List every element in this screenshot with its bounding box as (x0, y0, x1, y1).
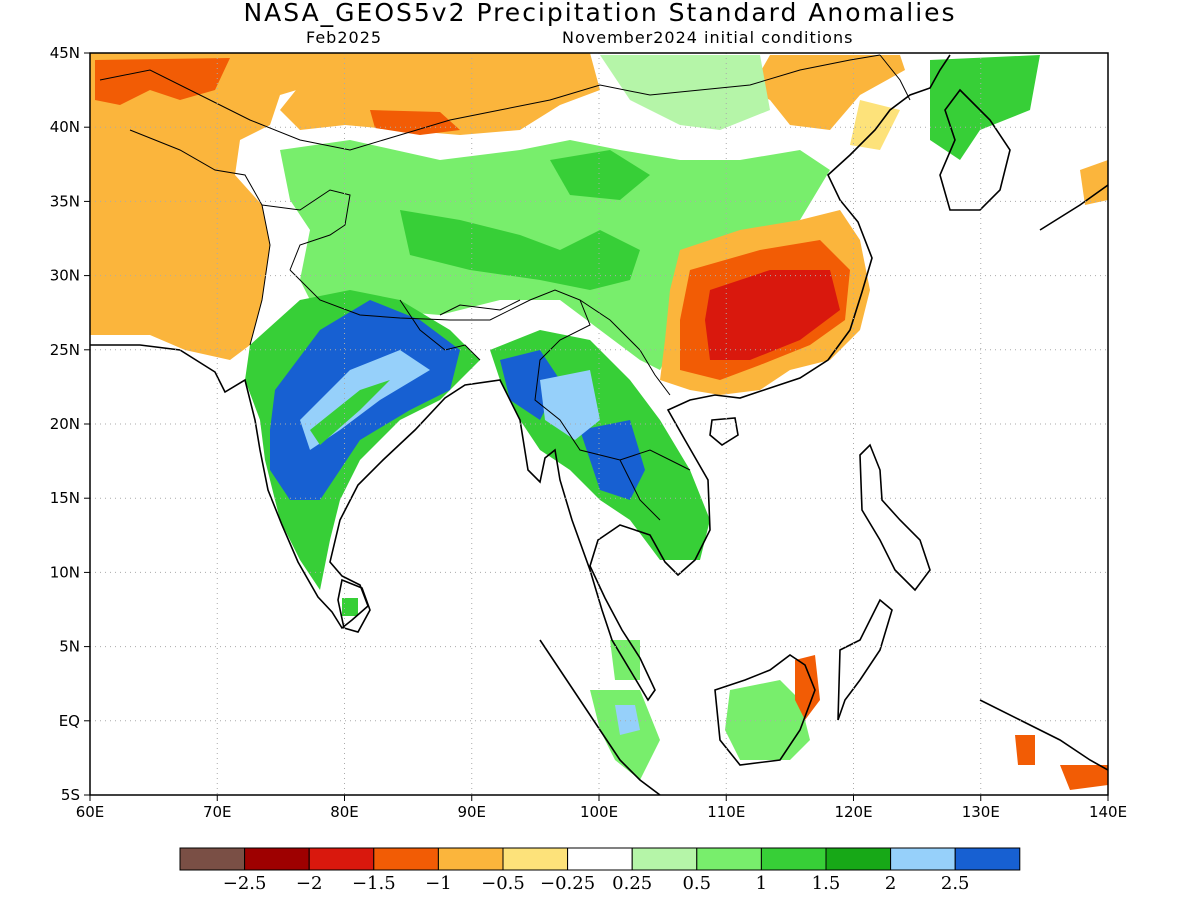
light-wet-north (600, 55, 770, 130)
dry-patch-newguinea (1060, 765, 1108, 790)
colorbar-label: 1.5 (812, 873, 841, 894)
x-tick-label: 120E (834, 803, 872, 821)
dry-patch-central (370, 110, 460, 135)
colorbar-swatch (502, 847, 569, 871)
very-wet-indochina (580, 420, 645, 500)
anomaly-field (90, 53, 1108, 790)
x-tick-label: 110E (707, 803, 745, 821)
y-tick-label: 20N (50, 415, 80, 433)
colorbar-swatch (954, 847, 1021, 871)
wet-core-plateau (400, 210, 640, 290)
y-tick-label: 15N (50, 489, 80, 507)
colorbar-swatch (179, 847, 246, 871)
wet-patch-north (550, 150, 650, 200)
wet-ring-myanmar (540, 370, 600, 440)
wet-patch-malaysia (610, 640, 640, 680)
y-tick-label: EQ (59, 712, 80, 730)
coastlines (90, 54, 1108, 795)
colorbar-label: 2 (885, 873, 896, 894)
dry-patch-papua (1015, 735, 1035, 765)
colorbar-swatch (373, 847, 439, 871)
y-tick-label: 30N (50, 267, 80, 285)
dry-patch-borneo (795, 655, 820, 720)
y-tick-label: 45N (50, 44, 80, 62)
wet-patch-sumatra (590, 690, 660, 780)
y-tick-label: 35N (50, 192, 80, 210)
y-tick-label: 25N (50, 341, 80, 359)
colorbar-swatch (890, 847, 956, 871)
dry-region-northwest (90, 53, 340, 360)
colorbar-label: −2.5 (223, 873, 267, 894)
colorbar-swatch (825, 847, 892, 871)
colorbar-label: −1.5 (352, 873, 396, 894)
x-tick-label: 80E (330, 803, 359, 821)
wet-patch-srilanka (342, 598, 358, 616)
colorbar-label: −0.25 (540, 873, 595, 894)
colorbar-swatch (631, 847, 698, 871)
colorbar-swatch (696, 847, 762, 871)
colorbar-label: −2 (296, 873, 323, 894)
colorbar-swatch (244, 847, 310, 871)
dry-patch-northeast-edge (1080, 160, 1108, 205)
y-tick-label: 40N (50, 118, 80, 136)
x-tick-label: 60E (76, 803, 105, 821)
x-tick-label: 90E (457, 803, 486, 821)
colorbar-label: 1 (756, 873, 767, 894)
wet-region-borneo (725, 680, 810, 760)
colorbar-swatch (567, 847, 633, 871)
colorbar-swatch (437, 847, 504, 871)
x-tick-label: 140E (1089, 803, 1127, 821)
x-tick-label: 130E (962, 803, 1000, 821)
dry-core-south-china (705, 270, 840, 360)
colorbar-label: 0.5 (682, 873, 711, 894)
very-wet-sumatra (615, 705, 640, 735)
colorbar-label: 0.25 (612, 873, 652, 894)
colorbar-swatch (760, 847, 827, 871)
colorbar-label: 2.5 (941, 873, 970, 894)
forecast-month: Feb2025 (306, 28, 383, 47)
x-tick-label: 100E (580, 803, 618, 821)
map-title: NASA_GEOS5v2 Precipitation Standard Anom… (243, 0, 957, 27)
y-tick-label: 10N (50, 563, 80, 581)
longitude-axis: 60E 70E 80E 90E 100E 110E 120E 130E 140E (76, 795, 1127, 821)
dry-region-north (280, 53, 600, 135)
country-borders (99, 54, 911, 521)
initial-conditions: November2024 initial conditions (562, 28, 854, 47)
graticule (90, 53, 1108, 795)
y-tick-label: 5S (61, 786, 80, 804)
colorbar-label: −0.5 (481, 873, 525, 894)
wet-band-inner (310, 380, 390, 445)
x-tick-label: 70E (203, 803, 232, 821)
colorbar: −2.5 −2 −1.5 −1 −0.5 −0.25 0.25 0.5 1 1.5 2 2.5 (179, 847, 1021, 894)
colorbar-swatch (308, 847, 375, 871)
y-tick-label: 5N (59, 638, 80, 656)
colorbar-label: −1 (425, 873, 452, 894)
latitude-axis: 45N 40N 35N 30N 25N 20N 15N 10N 5N EQ 5S (50, 44, 90, 804)
wet-region-northeast (930, 55, 1040, 160)
